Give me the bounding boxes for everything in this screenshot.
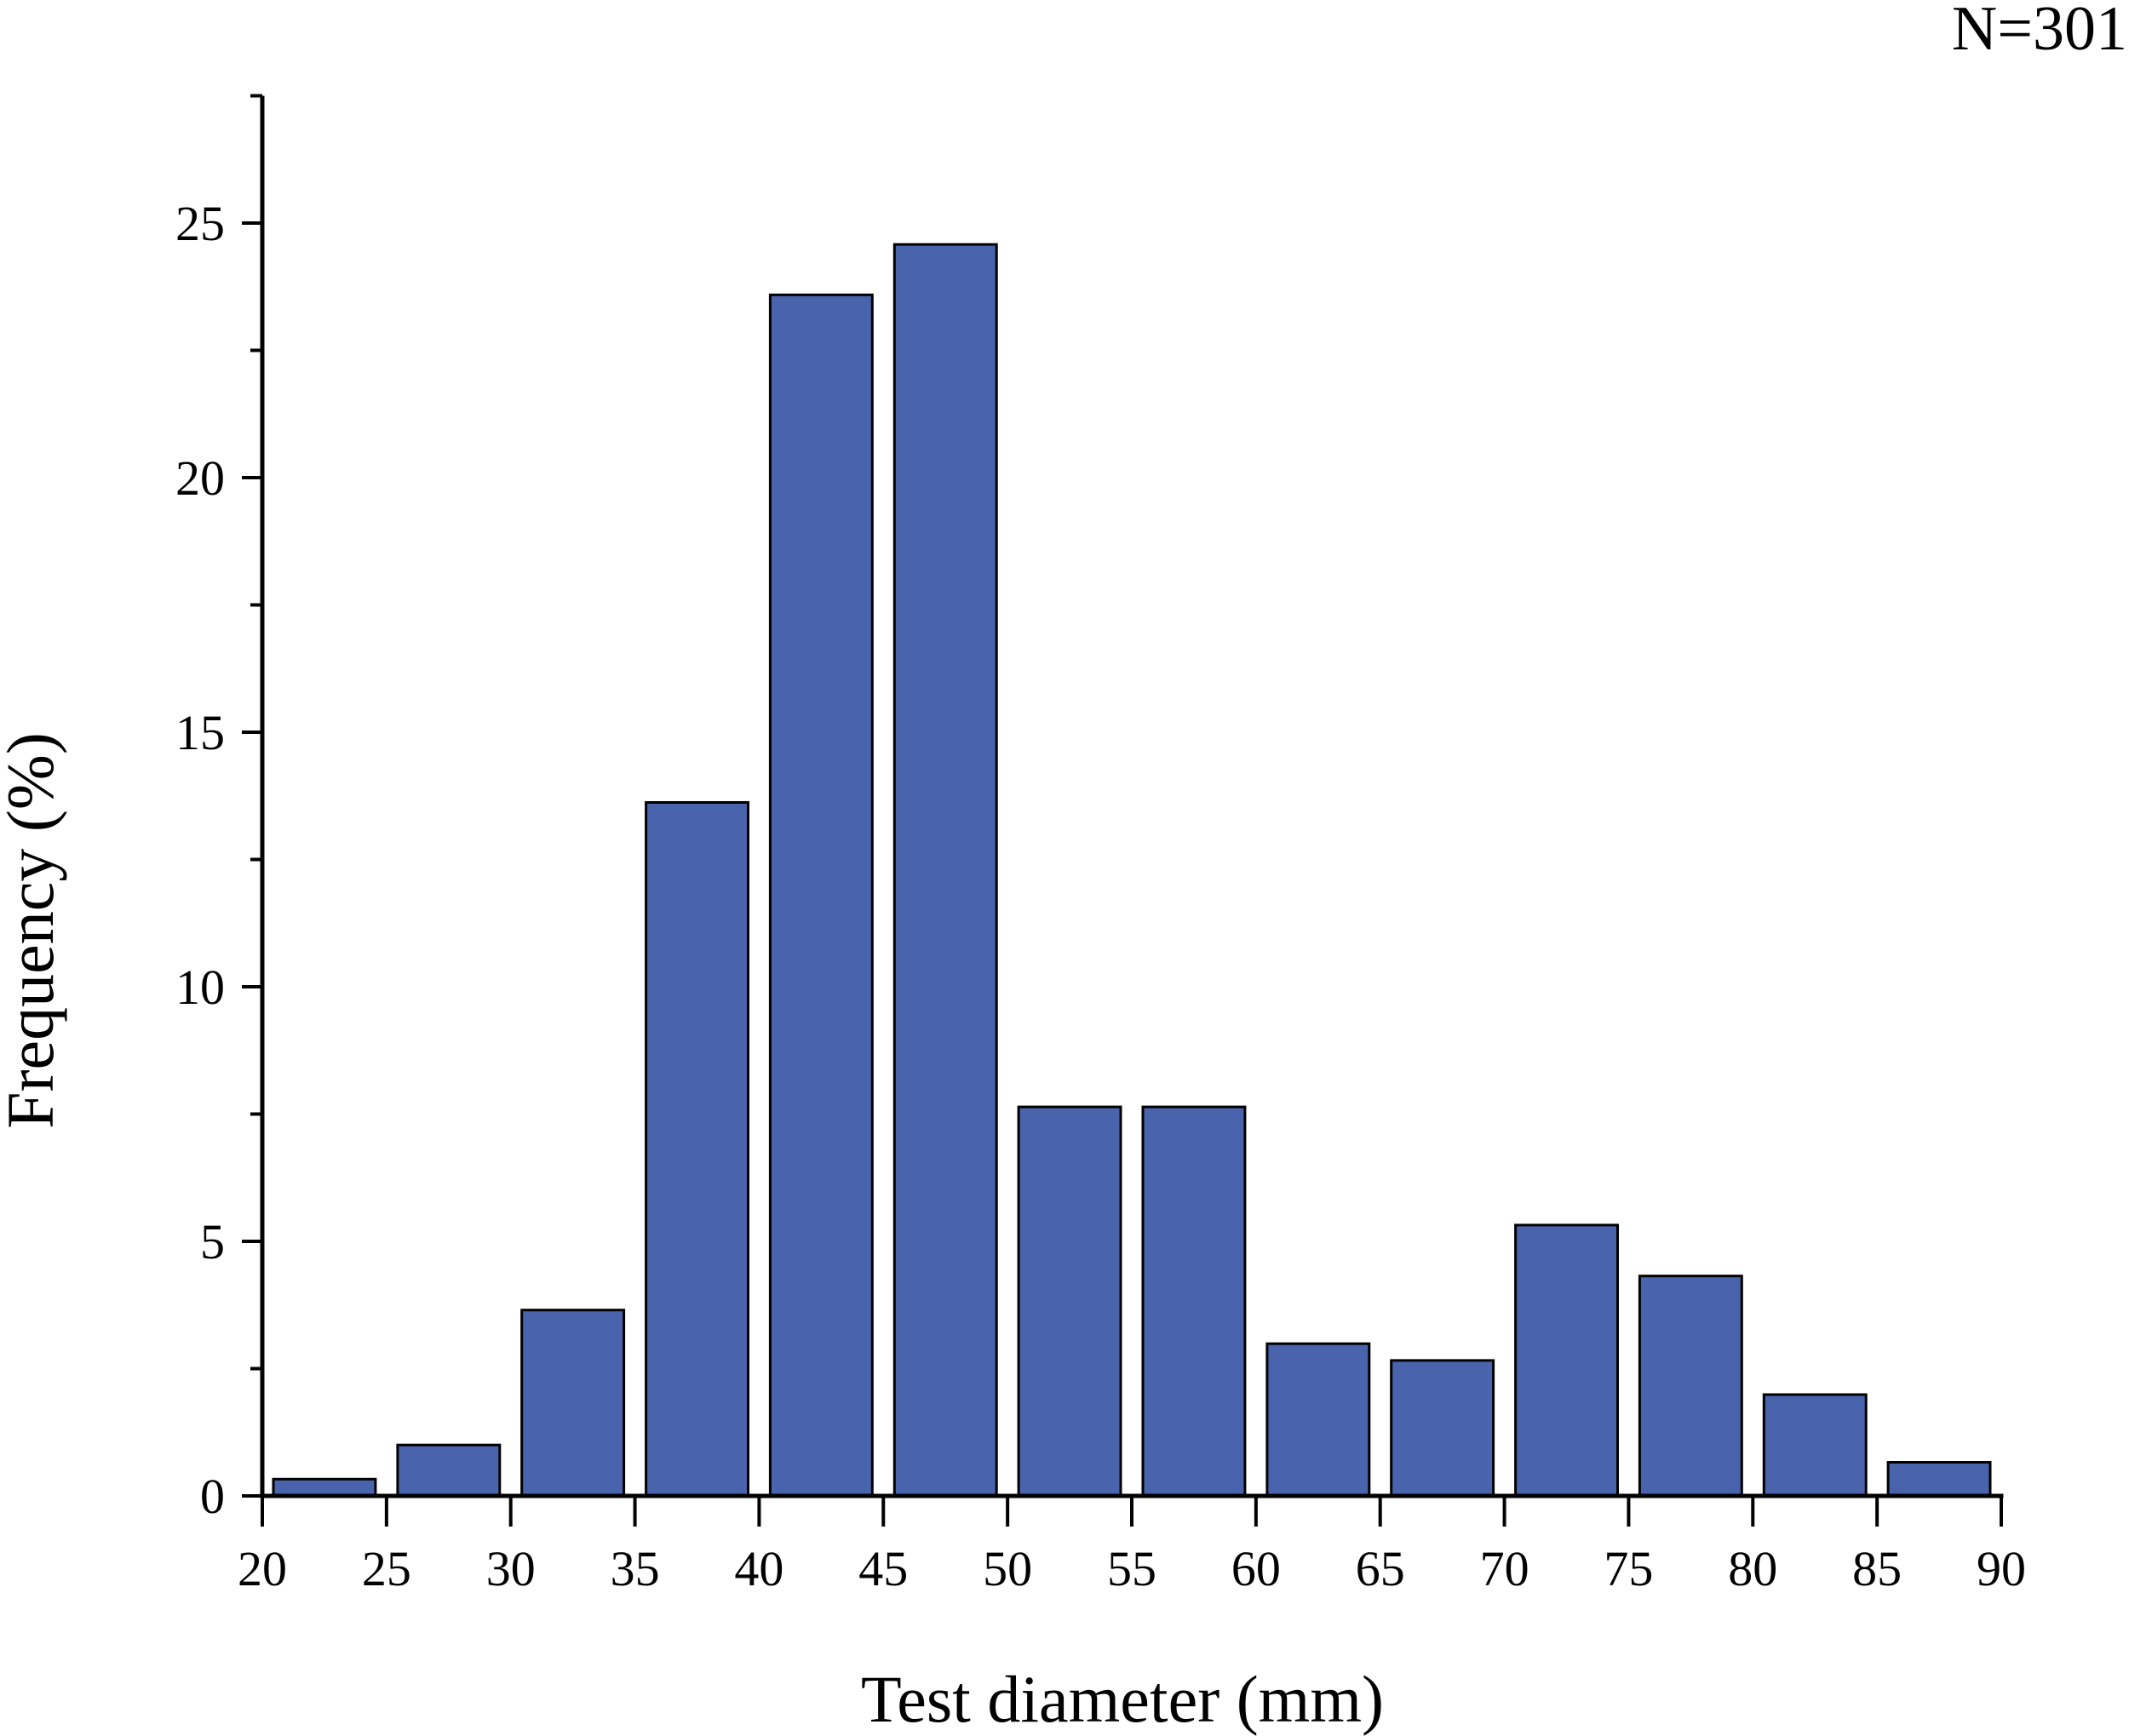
bar-65-70 (1390, 1359, 1495, 1498)
x-tick-label-65: 65 (1356, 1541, 1405, 1596)
y-tick-label-0: 0 (200, 1469, 225, 1524)
y-tick-label-5: 5 (200, 1214, 225, 1269)
bar-80-85 (1762, 1393, 1868, 1498)
x-tick-label-45: 45 (858, 1541, 908, 1596)
bar-85-90 (1886, 1461, 1992, 1498)
x-axis-title: Test diameter (mm) (861, 1662, 1384, 1736)
x-tick-label-40: 40 (734, 1541, 783, 1596)
bar-75-80 (1638, 1275, 1743, 1498)
x-tick-label-75: 75 (1604, 1541, 1653, 1596)
bar-30-35 (520, 1309, 626, 1498)
y-tick-label-20: 20 (175, 450, 225, 506)
bar-60-65 (1265, 1342, 1371, 1498)
x-tick-label-80: 80 (1728, 1541, 1777, 1596)
x-tick-label-90: 90 (1977, 1541, 2026, 1596)
x-tick-label-30: 30 (486, 1541, 536, 1596)
x-tick-label-60: 60 (1231, 1541, 1281, 1596)
bar-20-25 (272, 1477, 377, 1498)
sample-size-annotation: N=301 (1952, 0, 2127, 64)
y-axis-title: Frequency (%) (0, 732, 67, 1129)
x-tick-label-85: 85 (1852, 1541, 1902, 1596)
x-tick-label-70: 70 (1480, 1541, 1529, 1596)
bar-35-40 (645, 801, 749, 1498)
x-tick-label-25: 25 (362, 1541, 411, 1596)
x-tick-label-35: 35 (611, 1541, 660, 1596)
bar-70-75 (1514, 1223, 1619, 1498)
x-tick-label-20: 20 (238, 1541, 287, 1596)
x-tick-label-55: 55 (1107, 1541, 1156, 1596)
y-tick-label-15: 15 (175, 705, 225, 760)
x-tick-label-50: 50 (983, 1541, 1032, 1596)
bar-25-30 (396, 1443, 502, 1498)
bar-45-50 (892, 243, 998, 1498)
x-axis: 20 25 30 35 40 45 50 55 60 65 70 75 80 85 90 (238, 1493, 2026, 1596)
y-tick-label-10: 10 (175, 960, 225, 1015)
bars-group (272, 243, 1992, 1498)
bar-50-55 (1017, 1105, 1122, 1498)
bar-55-60 (1141, 1105, 1247, 1498)
y-tick-label-25: 25 (175, 196, 225, 251)
bar-40-45 (768, 293, 874, 1498)
y-axis: 0 5 10 15 20 25 (175, 94, 265, 1524)
